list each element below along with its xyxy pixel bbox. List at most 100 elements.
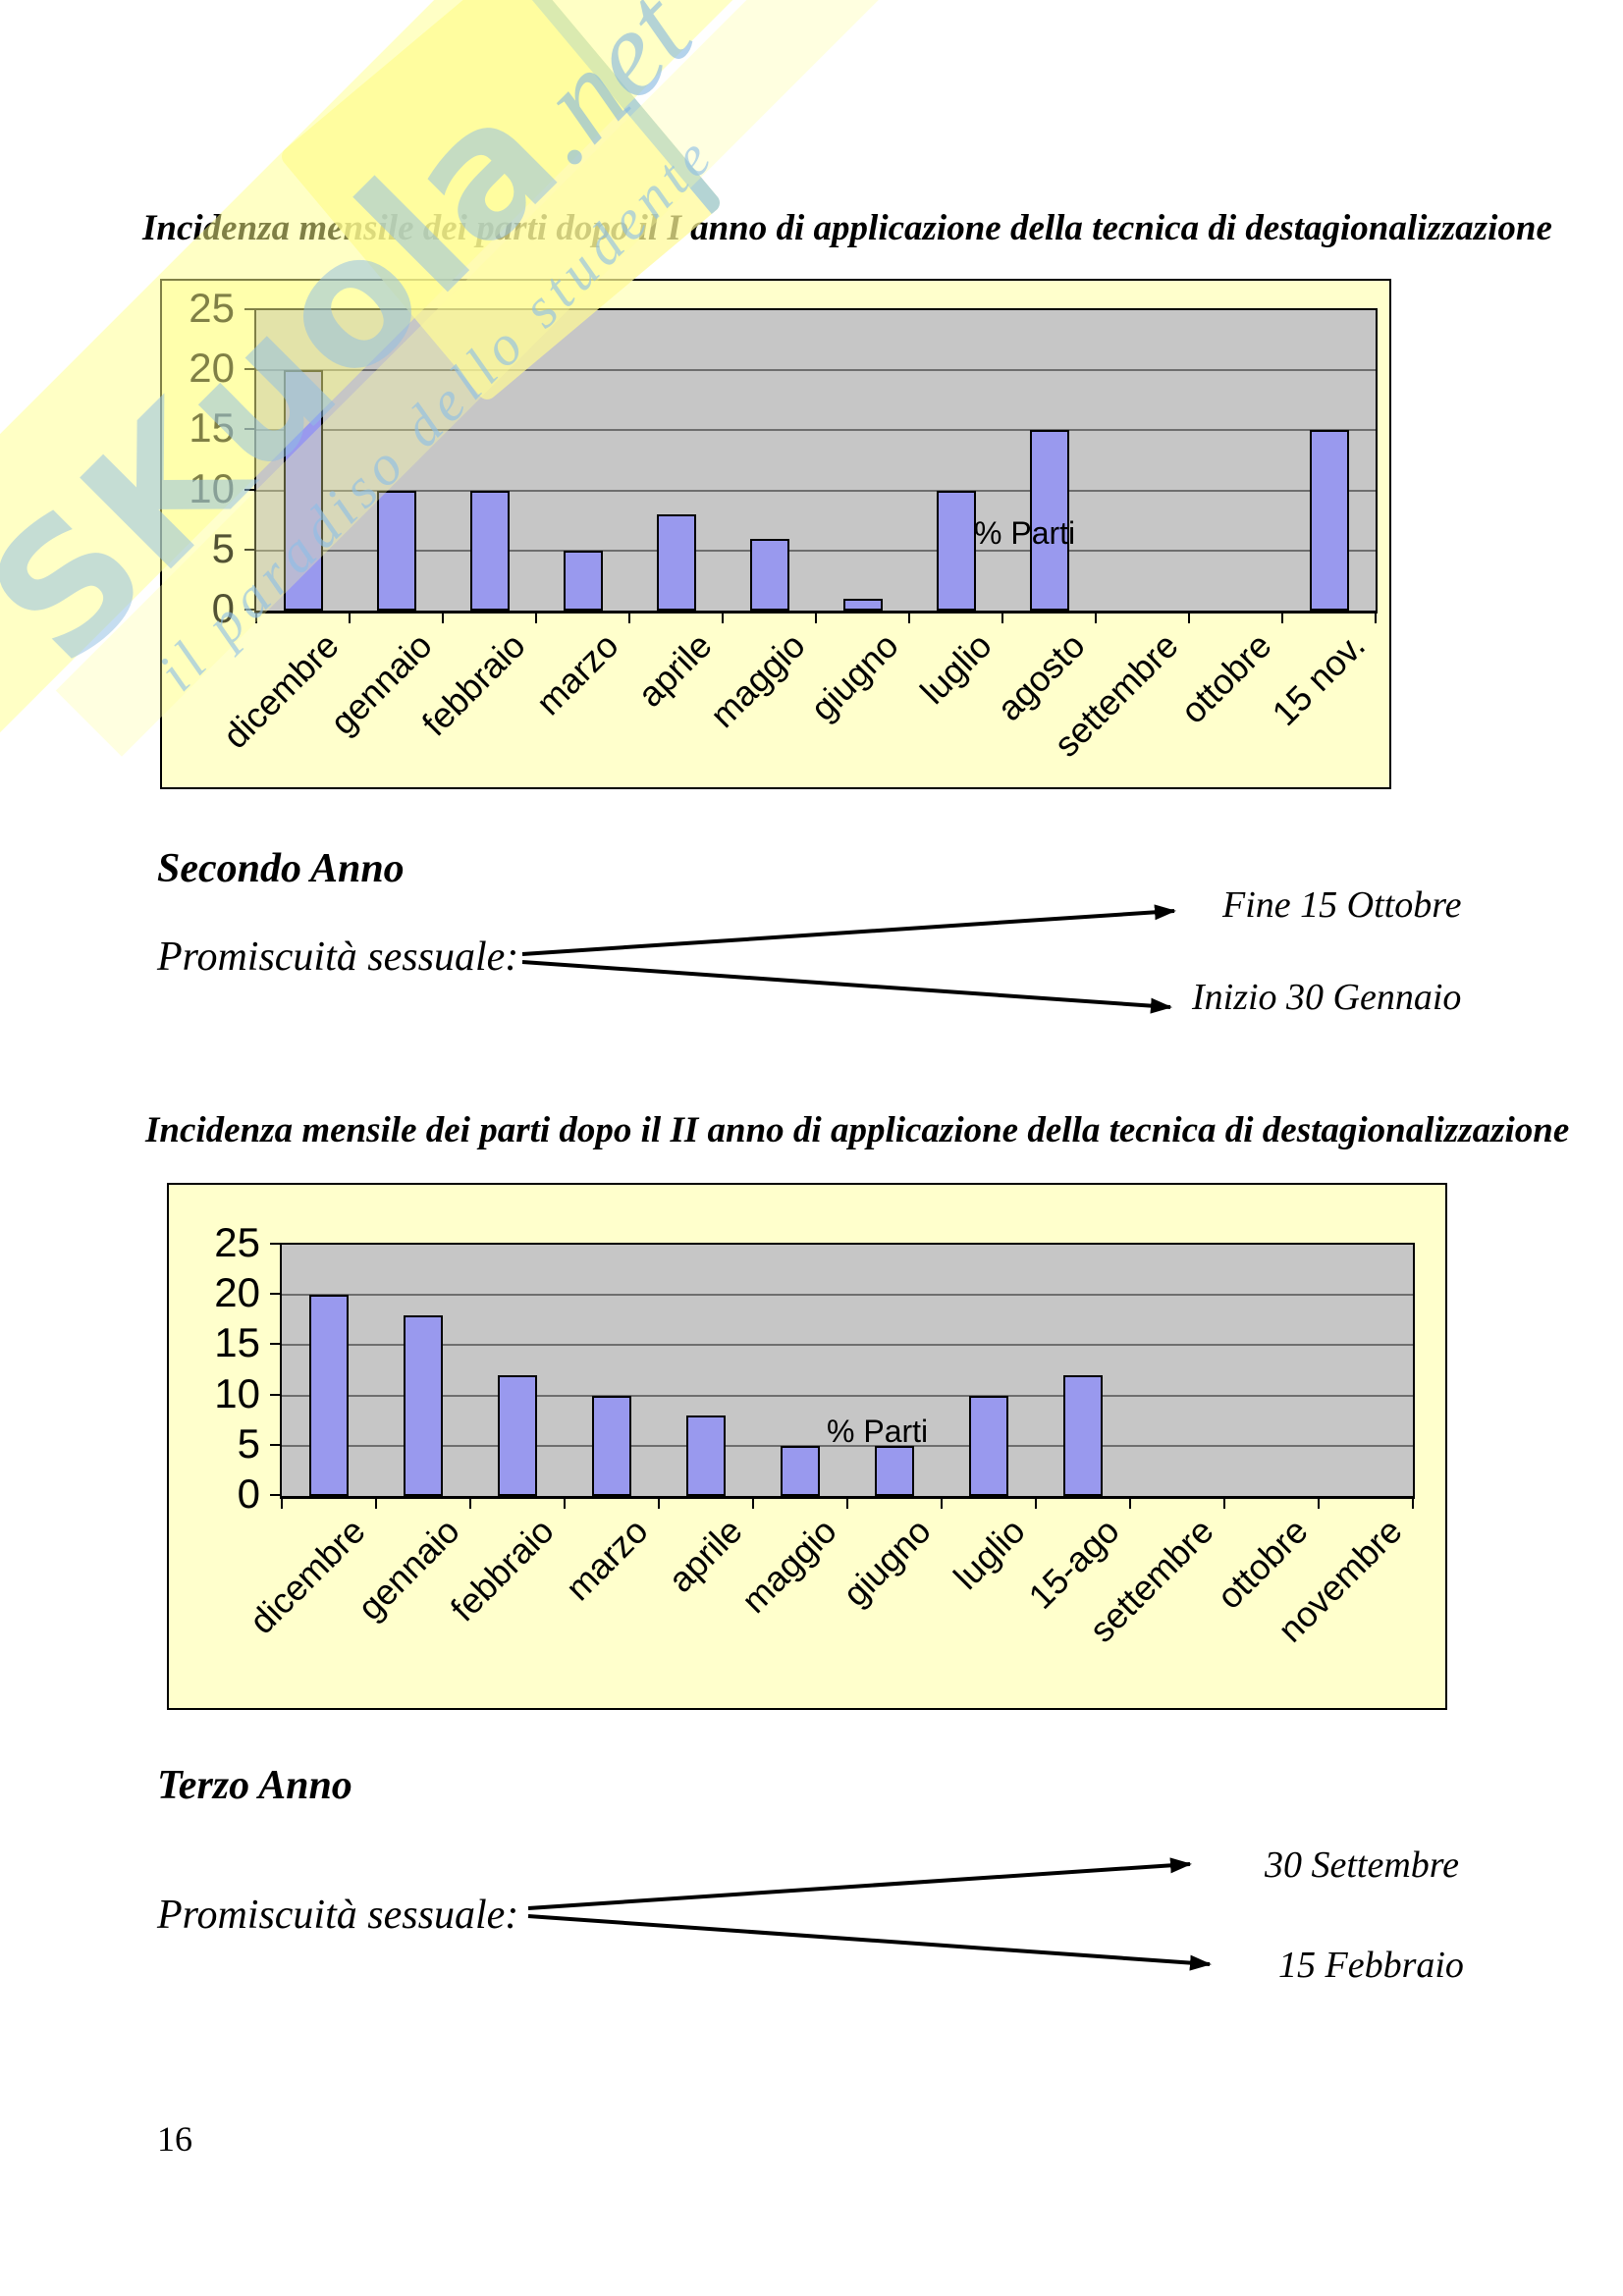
gridline-20: [256, 369, 1376, 372]
gridline-15: [282, 1344, 1413, 1347]
chart2-title: Incidenza mensile dei parti dopo il II a…: [145, 1110, 1570, 1150]
gridline-15: [256, 429, 1376, 432]
y-axis-tick: [244, 488, 256, 491]
x-axis-tick: [941, 1499, 943, 1509]
x-axis-tick: [469, 1499, 471, 1509]
x-axis-tick: [628, 614, 630, 623]
bar-marzo: [563, 550, 603, 611]
y-axis-label: 25: [189, 285, 235, 331]
chart-first-year: 0 5 10 15 20 25 dicembre gennaio febbraio marzo ap…: [160, 279, 1391, 789]
x-axis-tick: [815, 614, 817, 623]
bar-marzo: [592, 1395, 631, 1496]
x-axis-tick: [722, 614, 724, 623]
x-axis-tick: [255, 614, 257, 623]
x-axis-tick: [1318, 1499, 1320, 1509]
bar-agosto: [1029, 430, 1069, 611]
watermark-tld-text: .net: [493, 0, 717, 189]
promiscuita-label-2: Promiscuità sessuale:: [157, 1893, 519, 1938]
bar-febbraio: [498, 1375, 537, 1496]
y-axis-tick: [244, 609, 256, 611]
y-axis-label: 5: [237, 1419, 260, 1467]
x-axis-label-marzo: marzo: [528, 624, 627, 723]
plot-area: [254, 308, 1378, 614]
bar-aprile: [686, 1415, 726, 1496]
arrow-label-inizio-30-gennaio: Inizio 30 Gennaio: [1192, 977, 1462, 1018]
x-axis-tick: [349, 614, 351, 623]
y-axis-label: 10: [189, 464, 235, 511]
bar-giugno: [842, 598, 883, 611]
x-axis-label-maggio: maggio: [733, 1510, 844, 1622]
x-axis-tick: [375, 1499, 377, 1509]
y-axis-tick: [270, 1393, 282, 1396]
y-axis-tick: [270, 1494, 282, 1496]
bar-dicembre: [309, 1295, 349, 1496]
x-axis-tick: [1188, 614, 1190, 623]
x-axis-tick: [1412, 1499, 1414, 1509]
x-axis-label-15-nov-: 15 nov.: [1264, 624, 1374, 734]
x-axis-label-giugno: giugno: [802, 624, 907, 729]
x-axis-tick: [752, 1499, 754, 1509]
x-axis-tick: [281, 1499, 283, 1509]
y-axis-tick: [244, 368, 256, 371]
chart-second-year: 0 5 10 15 20 25 dicembre gennaio febbraio marzo ap…: [167, 1183, 1447, 1710]
y-axis-label: 20: [189, 345, 235, 392]
x-axis-label-luglio: luglio: [946, 1510, 1033, 1598]
x-axis-tick: [442, 614, 444, 623]
y-axis-label: 20: [214, 1269, 260, 1316]
bar-luglio: [936, 490, 976, 611]
bar-maggio: [749, 538, 789, 611]
arrow-to-15-febbraio: [527, 1914, 1212, 1971]
plot-area: [280, 1243, 1415, 1499]
x-axis-tick: [535, 614, 537, 623]
arrow-to-fine-15-ottobre: [521, 904, 1176, 956]
heading-terzo-anno: Terzo Anno: [157, 1763, 352, 1808]
series-label: % Parti: [827, 1414, 929, 1449]
x-axis-label-gennaio: gennaio: [350, 1510, 467, 1629]
x-axis-tick: [1001, 614, 1003, 623]
y-axis-label: 15: [214, 1319, 260, 1366]
x-axis-tick: [1223, 1499, 1225, 1509]
gridline-5: [256, 549, 1376, 552]
y-axis-tick: [270, 1443, 282, 1446]
gridline-10: [256, 489, 1376, 492]
chart1-title: Incidenza mensile dei parti dopo il I an…: [142, 208, 1552, 248]
y-axis-label: 0: [237, 1470, 260, 1517]
arrow-to-inizio-30-gennaio: [521, 960, 1172, 1014]
x-axis-tick: [1375, 614, 1377, 623]
x-axis-tick: [846, 1499, 848, 1509]
x-axis-label-aprile: aprile: [629, 624, 721, 715]
arrow-label-fine-15-ottobre: Fine 15 Ottobre: [1222, 884, 1462, 926]
bar-giugno: [875, 1445, 914, 1496]
gridline-20: [282, 1294, 1413, 1297]
bar-maggio: [781, 1445, 820, 1496]
y-axis-label: 25: [214, 1219, 260, 1265]
heading-secondo-anno: Secondo Anno: [157, 846, 405, 891]
y-axis-tick: [244, 428, 256, 431]
arrow-label-15-febbraio: 15 Febbraio: [1278, 1945, 1464, 1986]
x-axis-label-giugno: giugno: [835, 1510, 939, 1615]
x-axis-label-aprile: aprile: [660, 1510, 750, 1600]
x-axis-tick: [908, 614, 910, 623]
gridline-10: [282, 1394, 1413, 1397]
bar-luglio: [969, 1395, 1008, 1496]
y-axis-tick: [270, 1243, 282, 1245]
x-axis-tick: [1035, 1499, 1037, 1509]
gridline-5: [282, 1444, 1413, 1447]
x-axis-label-marzo: marzo: [558, 1510, 656, 1609]
promiscuita-label-1: Promiscuità sessuale:: [157, 934, 519, 980]
x-axis-tick: [1129, 1499, 1131, 1509]
arrow-label-30-settembre: 30 Settembre: [1265, 1844, 1460, 1886]
y-axis-label: 10: [214, 1369, 260, 1416]
x-axis-tick: [1095, 614, 1097, 623]
x-axis-label-febbraio: febbraio: [442, 1510, 562, 1629]
y-axis-tick: [270, 1343, 282, 1346]
x-axis-label-ottobre: ottobre: [1172, 624, 1280, 731]
x-axis-tick: [564, 1499, 566, 1509]
x-axis-label-maggio: maggio: [702, 624, 814, 736]
x-axis-tick: [658, 1499, 660, 1509]
x-axis-label-febbraio: febbraio: [414, 624, 534, 744]
x-axis-label-gennaio: gennaio: [322, 624, 441, 743]
y-axis-label: 5: [211, 524, 235, 571]
bar-gennaio: [376, 490, 416, 611]
